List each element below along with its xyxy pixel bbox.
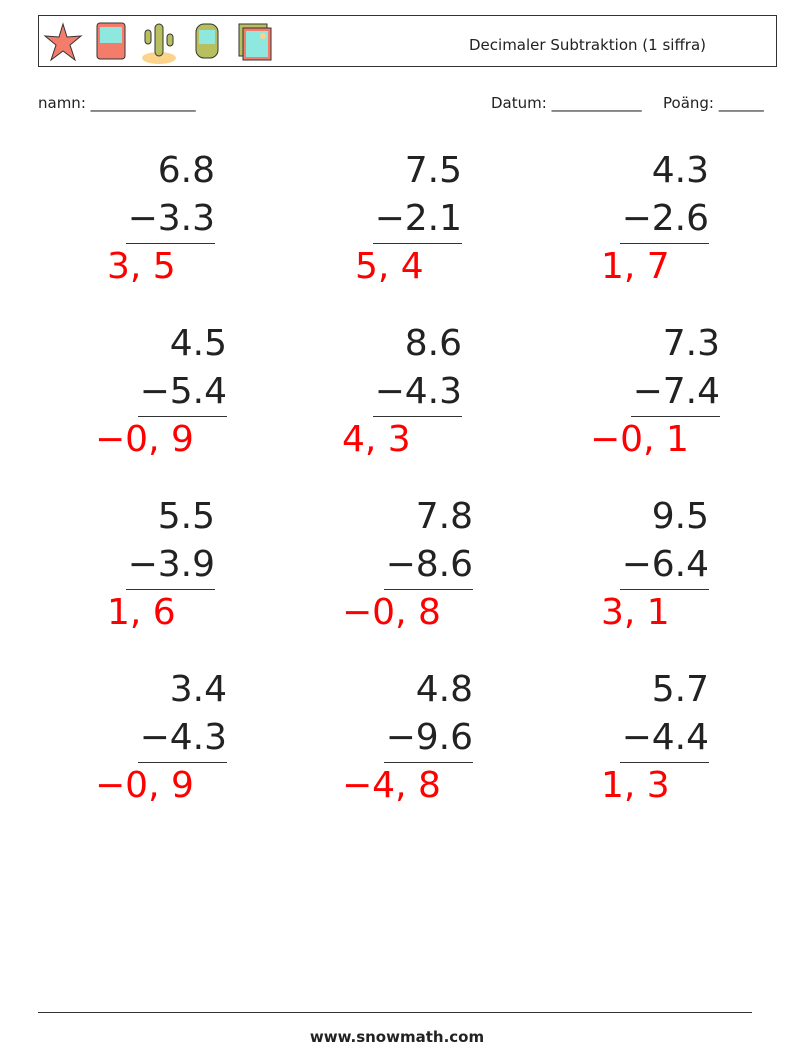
answer: 1, 6 <box>107 592 176 633</box>
subtrahend: −6.4 <box>619 541 709 590</box>
problem: 9.5 −6.4 <box>509 493 709 590</box>
minuend: 7.8 <box>415 496 473 537</box>
answer: 5, 4 <box>355 246 424 287</box>
footer-divider <box>38 1012 752 1013</box>
minuend: 4.3 <box>651 150 709 191</box>
answer: −4, 8 <box>342 765 441 806</box>
problem: 5.5 −3.9 <box>15 493 215 590</box>
problem: 3.4 −4.3 <box>27 666 227 763</box>
minuend: 7.3 <box>662 323 720 364</box>
problem: 7.8 −8.6 <box>273 493 473 590</box>
cactus-icon <box>142 23 176 64</box>
minuend: 6.8 <box>157 150 215 191</box>
minuend: 4.5 <box>169 323 227 364</box>
subtrahend: −3.9 <box>125 541 215 590</box>
answer: −0, 8 <box>342 592 441 633</box>
answer: 4, 3 <box>342 419 411 460</box>
subtrahend: −2.6 <box>619 195 709 244</box>
footer-url[interactable]: www.snowmath.com <box>309 1028 485 1046</box>
problem: 4.3 −2.6 <box>509 147 709 244</box>
minuend: 3.4 <box>169 669 227 710</box>
subtrahend: −3.3 <box>125 195 215 244</box>
minuend: 5.7 <box>651 669 709 710</box>
picture-icon <box>238 23 272 61</box>
problem: 8.6 −4.3 <box>262 320 462 417</box>
subtrahend: −7.4 <box>630 368 720 417</box>
subtrahend: −8.6 <box>383 541 473 590</box>
problem: 6.8 −3.3 <box>15 147 215 244</box>
subtrahend: −9.6 <box>383 714 473 763</box>
name-field: namn: ______________ <box>38 94 196 112</box>
answer: −0, 1 <box>590 419 689 460</box>
problem: 4.5 −5.4 <box>27 320 227 417</box>
minuend: 5.5 <box>157 496 215 537</box>
problem: 5.7 −4.4 <box>509 666 709 763</box>
subtrahend: −4.4 <box>619 714 709 763</box>
worksheet-header: Decimaler Subtraktion (1 siffra) <box>38 15 777 67</box>
subtrahend: −5.4 <box>137 368 227 417</box>
date-field: Datum: ____________ <box>491 94 642 112</box>
subtrahend: −4.3 <box>137 714 227 763</box>
problem: 4.8 −9.6 <box>273 666 473 763</box>
problem: 7.3 −7.4 <box>520 320 720 417</box>
answer: 1, 3 <box>601 765 670 806</box>
answer: −0, 9 <box>95 765 194 806</box>
subtrahend: −2.1 <box>372 195 462 244</box>
answer: 1, 7 <box>601 246 670 287</box>
answer: 3, 1 <box>601 592 670 633</box>
worksheet-title: Decimaler Subtraktion (1 siffra) <box>469 36 706 54</box>
bus-icon <box>96 22 126 60</box>
minuend: 9.5 <box>651 496 709 537</box>
train-icon <box>195 23 219 59</box>
problem: 7.5 −2.1 <box>262 147 462 244</box>
subtrahend: −4.3 <box>372 368 462 417</box>
answer: 3, 5 <box>107 246 176 287</box>
starfish-icon <box>43 22 83 62</box>
minuend: 4.8 <box>415 669 473 710</box>
minuend: 8.6 <box>404 323 462 364</box>
answer: −0, 9 <box>95 419 194 460</box>
score-field: Poäng: ______ <box>663 94 764 112</box>
minuend: 7.5 <box>404 150 462 191</box>
